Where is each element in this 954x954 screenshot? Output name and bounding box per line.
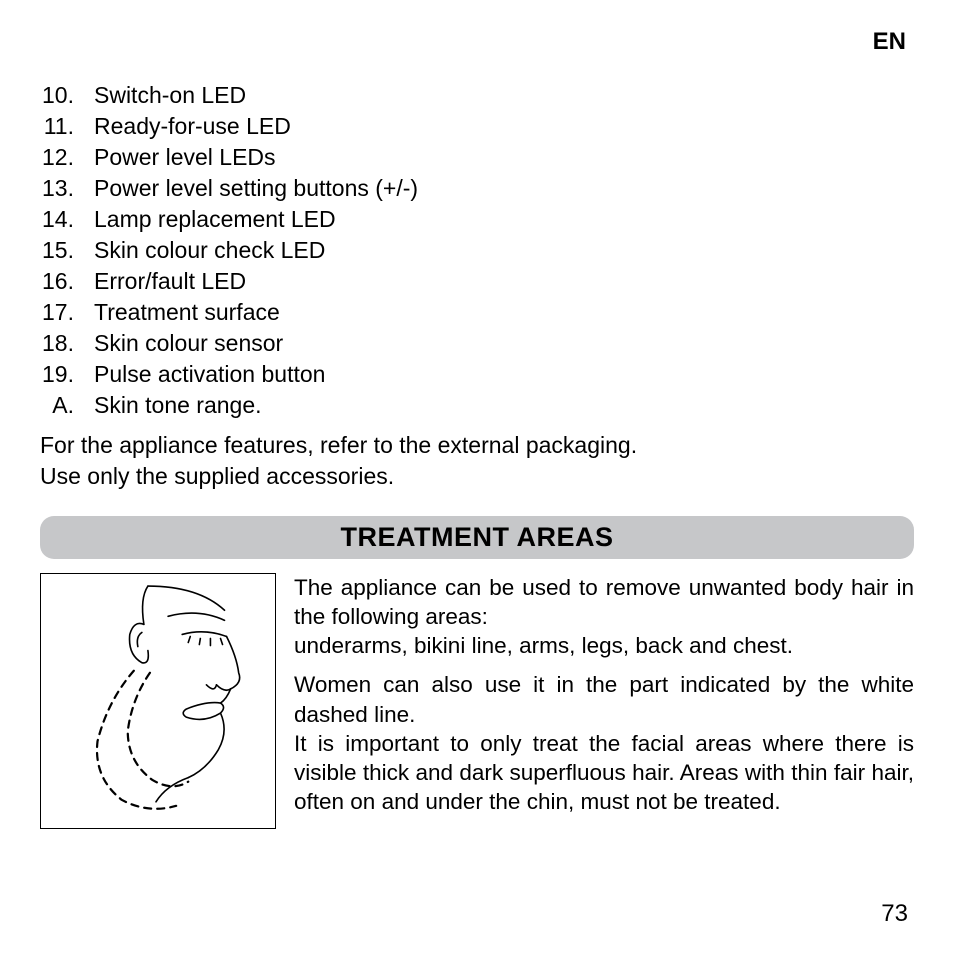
list-text: Power level LEDs [94, 142, 914, 173]
list-num: A. [40, 390, 94, 421]
list-num: 11. [40, 111, 94, 142]
treatment-block: The appliance can be used to remove unwa… [40, 573, 914, 829]
list-num: 14. [40, 204, 94, 235]
list-item: 16.Error/fault LED [40, 266, 914, 297]
list-item: 19.Pulse activation button [40, 359, 914, 390]
list-num: 17. [40, 297, 94, 328]
face-diagram [40, 573, 276, 829]
list-text: Treatment surface [94, 297, 914, 328]
post-list-line: Use only the supplied accessories. [40, 461, 914, 492]
list-text: Lamp replacement LED [94, 204, 914, 235]
treatment-text: The appliance can be used to remove unwa… [294, 573, 914, 827]
post-list-line: For the appliance features, refer to the… [40, 430, 914, 461]
list-num: 13. [40, 173, 94, 204]
language-label: EN [873, 28, 906, 56]
list-num: 19. [40, 359, 94, 390]
treatment-paragraph: Women can also use it in the part indica… [294, 672, 914, 726]
list-text: Power level setting buttons (+/-) [94, 173, 914, 204]
list-num: 10. [40, 80, 94, 111]
list-text: Skin colour check LED [94, 235, 914, 266]
section-heading: TREATMENT AREAS [40, 516, 914, 559]
list-text: Switch-on LED [94, 80, 914, 111]
list-item: 12.Power level LEDs [40, 142, 914, 173]
list-num: 15. [40, 235, 94, 266]
list-item: 17.Treatment surface [40, 297, 914, 328]
list-text: Skin colour sensor [94, 328, 914, 359]
list-text: Error/fault LED [94, 266, 914, 297]
treatment-paragraph: It is important to only treat the facial… [294, 731, 914, 815]
list-item: 18.Skin colour sensor [40, 328, 914, 359]
page-content: 10.Switch-on LED 11.Ready-for-use LED 12… [40, 80, 914, 829]
list-item: A.Skin tone range. [40, 390, 914, 421]
treatment-paragraph: The appliance can be used to remove unwa… [294, 575, 914, 629]
list-item: 15.Skin colour check LED [40, 235, 914, 266]
list-item: 10.Switch-on LED [40, 80, 914, 111]
numbered-list: 10.Switch-on LED 11.Ready-for-use LED 12… [40, 80, 914, 422]
list-text: Skin tone range. [94, 390, 914, 421]
list-item: 13.Power level setting buttons (+/-) [40, 173, 914, 204]
face-profile-icon [47, 580, 269, 822]
list-num: 16. [40, 266, 94, 297]
page-number: 73 [881, 900, 908, 928]
list-item: 11.Ready-for-use LED [40, 111, 914, 142]
treatment-paragraph: underarms, bikini line, arms, legs, back… [294, 633, 793, 658]
list-item: 14.Lamp replacement LED [40, 204, 914, 235]
list-num: 12. [40, 142, 94, 173]
list-num: 18. [40, 328, 94, 359]
post-list-text: For the appliance features, refer to the… [40, 430, 914, 492]
list-text: Ready-for-use LED [94, 111, 914, 142]
list-text: Pulse activation button [94, 359, 914, 390]
